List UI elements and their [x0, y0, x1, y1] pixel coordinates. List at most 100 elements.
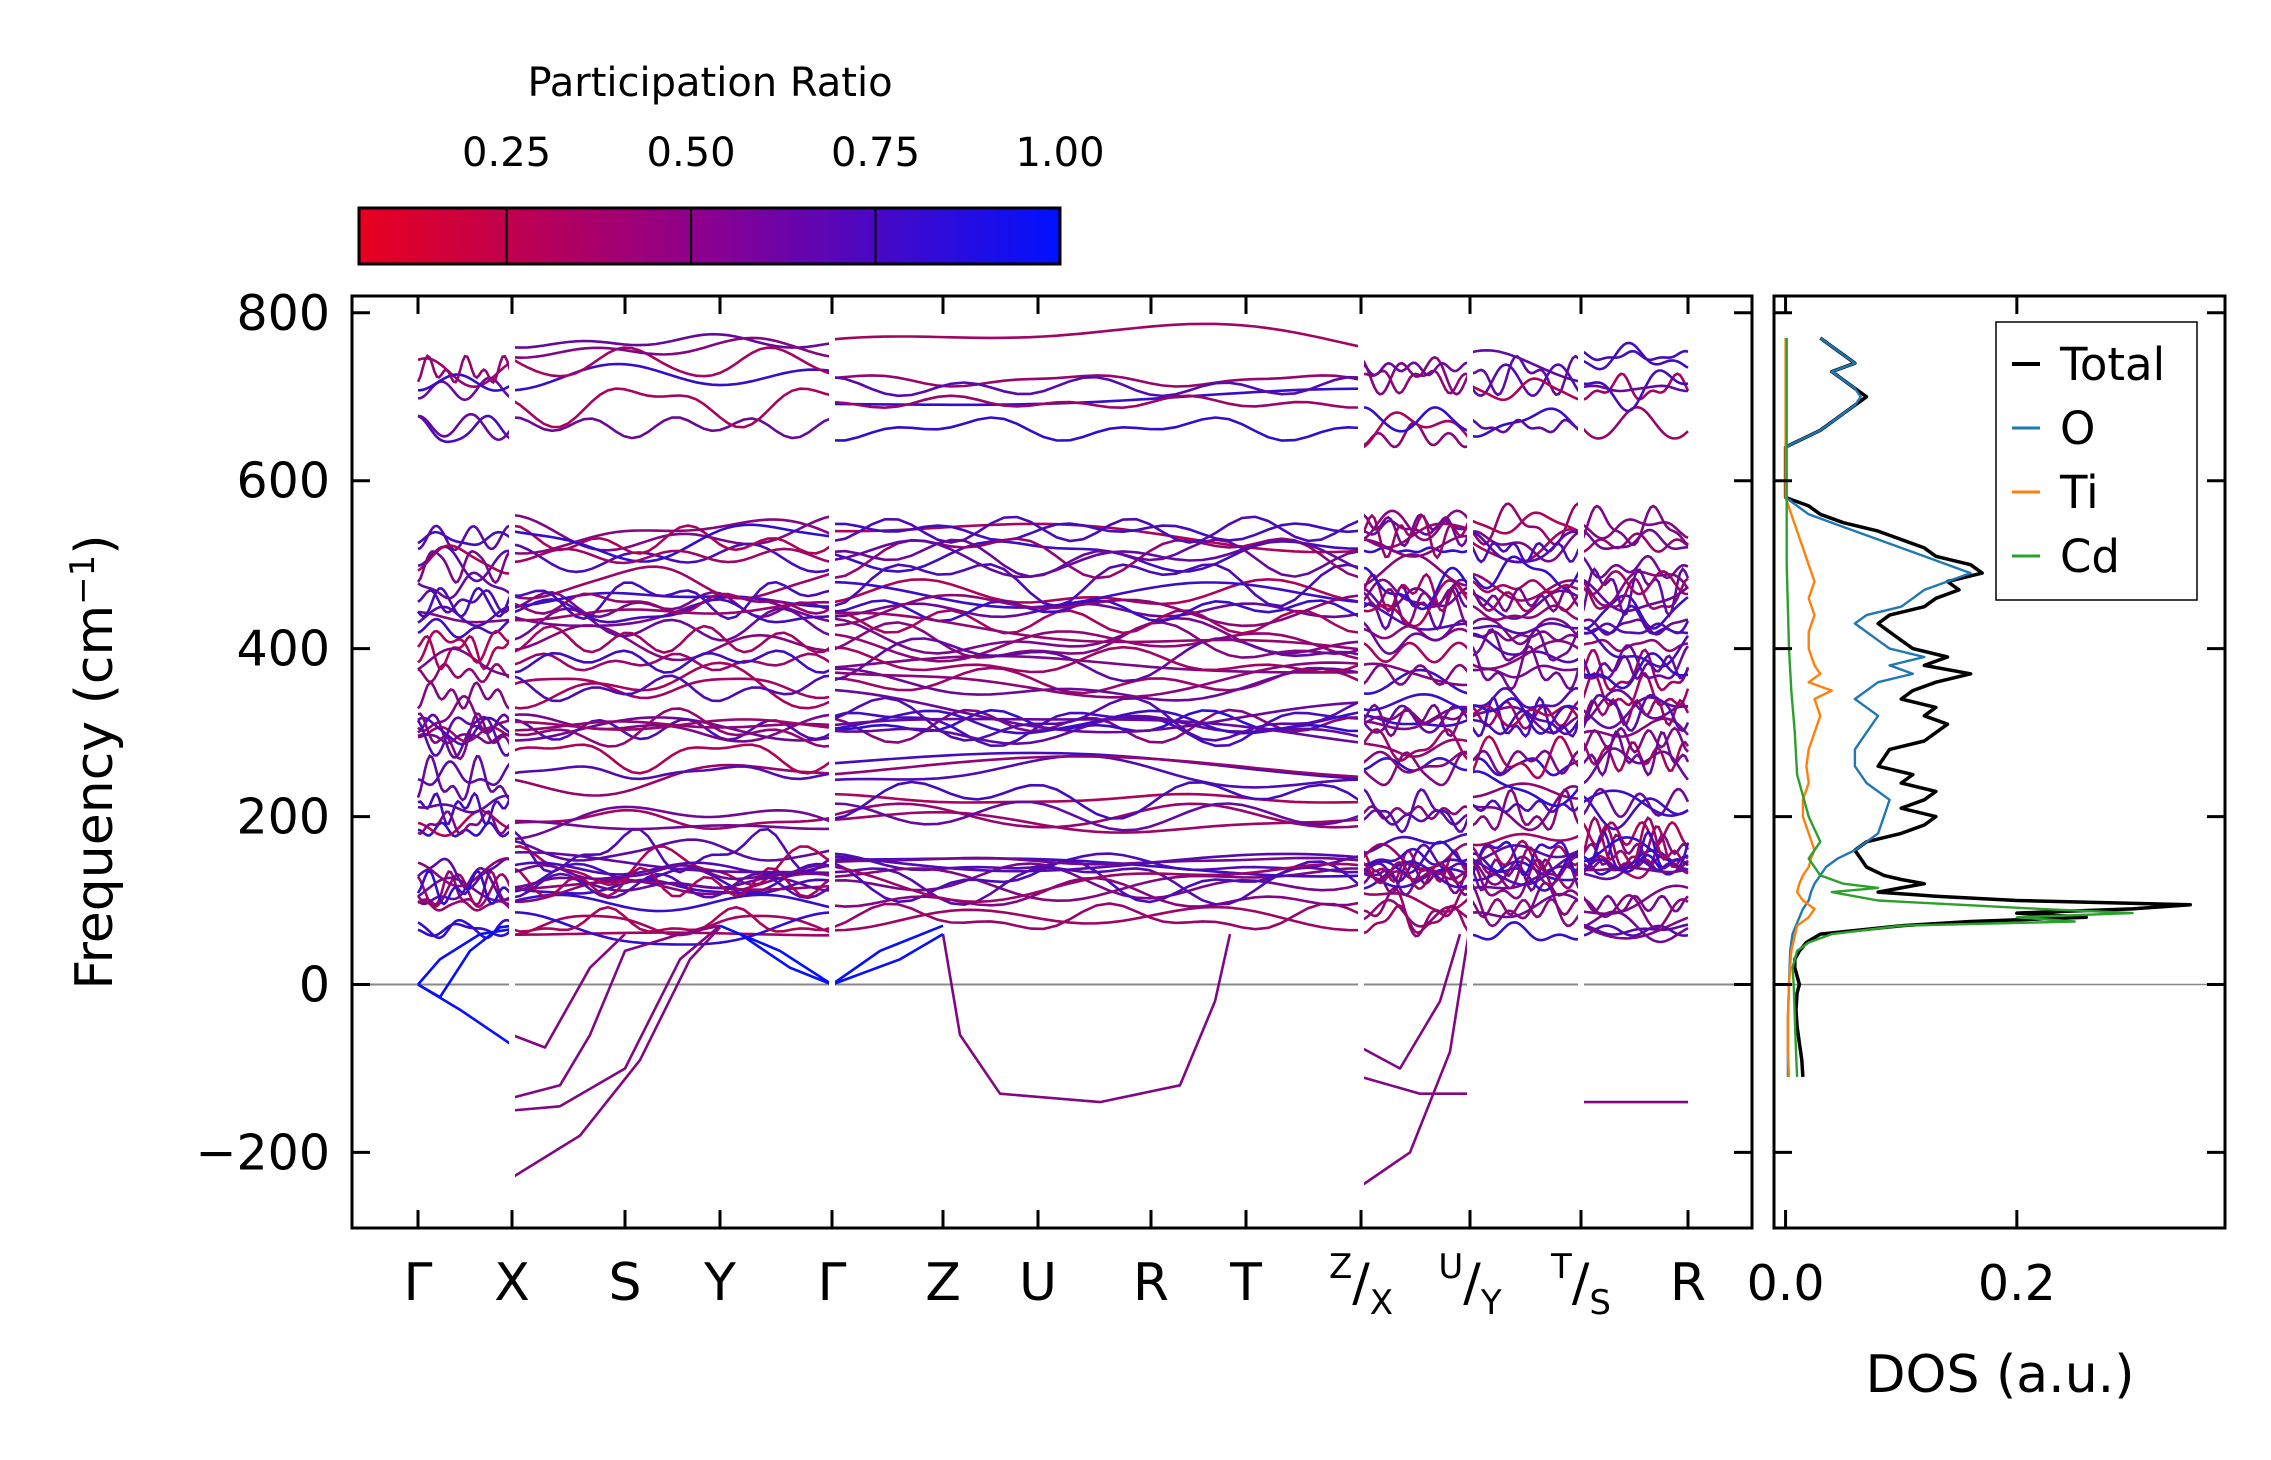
band-y-tick-label: 200: [236, 789, 330, 846]
band-curve: [417, 712, 514, 761]
colorbar-tick-label: 0.75: [831, 130, 920, 176]
band-curve: [1579, 648, 1690, 692]
band-curve: [511, 838, 833, 862]
kpoint-label: U/Y: [1438, 1247, 1501, 1323]
kpoint-label: R: [1133, 1253, 1169, 1313]
band-curve: [831, 608, 1362, 635]
soft-mode-curve: [511, 933, 626, 1049]
band-curve: [1580, 349, 1689, 362]
band-curve: [1469, 627, 1582, 662]
band-curve: [831, 322, 1362, 349]
band-curve: [831, 630, 1362, 663]
band-curve: [1469, 881, 1582, 928]
band-y-axis-label: Frequency (cm−1): [63, 534, 125, 989]
band-curve: [511, 346, 833, 378]
band-curve: [416, 354, 514, 385]
band-curve: [511, 677, 833, 700]
band-curve: [831, 862, 1362, 904]
band-curve: [831, 696, 1362, 742]
band-curve: [1579, 504, 1689, 547]
colorbar-tick-label: 1.00: [1015, 130, 1104, 176]
band-curve: [1580, 740, 1690, 773]
band-curve: [1360, 421, 1471, 449]
band-curve: [1360, 641, 1471, 664]
legend-label-ti: Ti: [2059, 466, 2099, 519]
colorbar-gradient: [357, 206, 1062, 266]
band-curve: [1580, 638, 1689, 653]
band-curve: [831, 537, 1362, 580]
acoustic-branch: [417, 927, 513, 986]
band-curve: [416, 869, 513, 906]
band-curve: [1469, 418, 1582, 434]
band-curve: [1469, 757, 1582, 777]
band-curve: [1579, 569, 1689, 596]
band-curve: [1469, 839, 1583, 871]
band-curve: [1580, 794, 1689, 831]
band-curve: [417, 524, 513, 552]
soft-mode-curve: [511, 924, 721, 1112]
band-curve: [1360, 898, 1471, 928]
band-curve: [1469, 617, 1582, 646]
band-curve: [831, 856, 1362, 866]
colorbar-tick-label: 0.50: [647, 130, 736, 176]
band-curve: [1469, 897, 1582, 919]
kpoint-label: U: [1019, 1253, 1057, 1313]
band-curve: [1580, 923, 1689, 936]
dos-series-total: [1783, 336, 2193, 1078]
band-curve: [1469, 840, 1582, 877]
band-curve: [416, 869, 513, 906]
band-curve: [831, 792, 1362, 804]
band-curve: [1360, 361, 1471, 377]
band-curve: [417, 809, 513, 837]
band-curve: [511, 863, 833, 881]
band-curve: [1469, 579, 1582, 594]
band-curve: [511, 565, 833, 600]
band-curve: [1580, 577, 1689, 613]
path-break: [829, 336, 835, 1188]
band-curve: [1469, 686, 1582, 710]
dos-x-tick-label: 0.2: [1978, 1255, 2056, 1312]
band-curve: [511, 661, 833, 710]
band-curve: [1360, 787, 1472, 834]
band-curve: [1360, 662, 1471, 687]
band-curve: [511, 624, 833, 654]
band-curve: [416, 715, 514, 757]
soft-mode-curve: [1360, 925, 1472, 1188]
band-curve: [1580, 518, 1689, 540]
dos-series-cd: [1785, 338, 2134, 1077]
legend-box: [1995, 321, 2198, 601]
band-curve: [511, 600, 833, 622]
band-curve: [1580, 894, 1689, 913]
band-curve: [417, 857, 513, 888]
band-curve: [1360, 624, 1471, 642]
band-curve: [511, 716, 833, 742]
band-curve: [1360, 406, 1471, 433]
band-curve: [831, 375, 1362, 398]
band-curve: [1360, 861, 1472, 890]
band-curve: [1580, 884, 1689, 915]
band-curve: [1579, 405, 1689, 440]
band-curve: [1469, 586, 1582, 613]
band-curve: [831, 852, 1362, 873]
band-curve: [831, 902, 1362, 931]
band-curve: [511, 765, 833, 781]
band-curves: [416, 322, 1690, 1188]
band-curve: [1580, 384, 1689, 393]
band-curve: [1469, 844, 1582, 863]
kpoint-label: S: [608, 1253, 641, 1313]
band-curve: [417, 414, 513, 444]
band-curve: [511, 649, 833, 674]
band-curve: [831, 667, 1362, 702]
band-y-tick-label: −200: [195, 1124, 330, 1181]
path-break: [1358, 336, 1364, 1188]
band-y-tick-label: 600: [236, 453, 330, 510]
band-curve: [831, 751, 1362, 781]
band-curve: [1580, 369, 1689, 413]
band-curve: [831, 580, 1362, 609]
band-y-tick-label: 800: [236, 285, 330, 342]
kpoint-label: T/S: [1550, 1247, 1611, 1323]
band-curve: [831, 387, 1362, 407]
colorbar-tick-label: 0.25: [462, 130, 551, 176]
band-curve: [511, 542, 833, 574]
band-curve: [1360, 578, 1471, 609]
